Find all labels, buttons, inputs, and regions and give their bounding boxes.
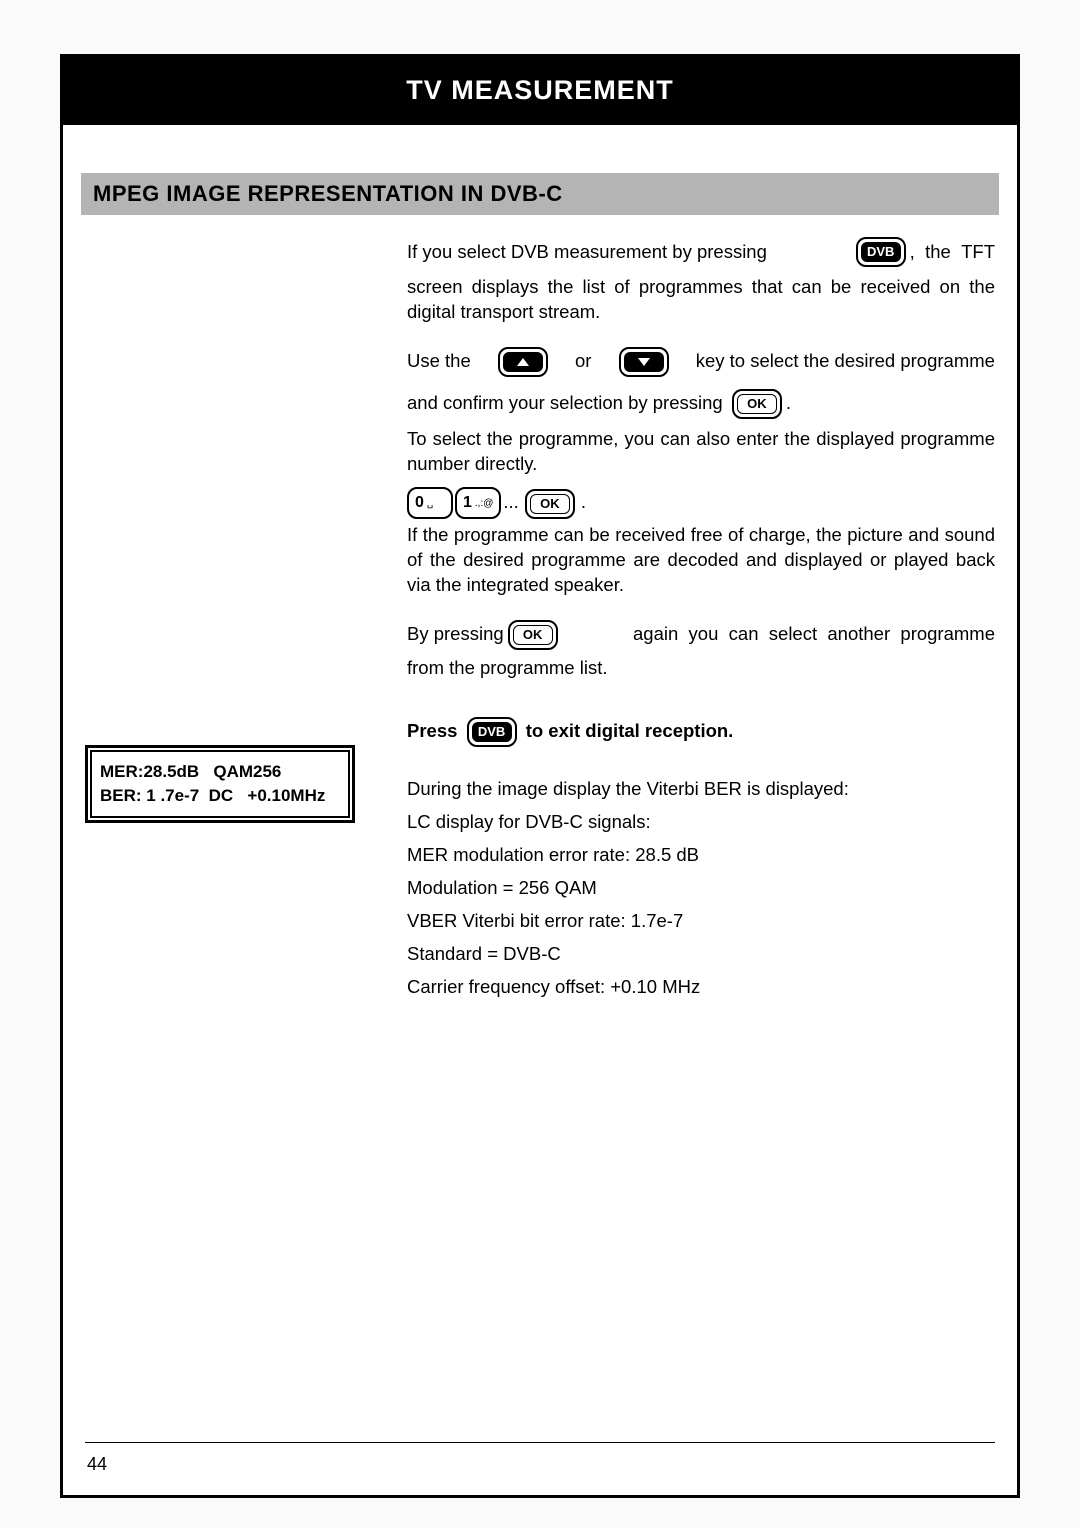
left-column: MER:28.5dB QAM256 BER: 1 .7e-7 DC +0.10M… bbox=[85, 237, 385, 1008]
lc-qam: QAM256 bbox=[213, 762, 281, 781]
key-1-label: 1 bbox=[463, 492, 472, 514]
page-title-bar: TV MEASUREMENT bbox=[63, 57, 1017, 125]
p2b: or bbox=[575, 349, 591, 374]
p7-line-2: from the programme list. bbox=[407, 656, 995, 681]
p8a: Press bbox=[407, 720, 457, 741]
lc-dc: DC bbox=[209, 786, 234, 805]
p3b: . bbox=[786, 392, 791, 413]
p13: VBER Viterbi bit error rate: 1.7e-7 bbox=[407, 909, 995, 934]
section-title-bar: MPEG IMAGE REPRESENTATION IN DVB-C bbox=[81, 173, 999, 215]
lc-ber: BER: 1 .7e-7 bbox=[100, 786, 199, 805]
down-arrow-icon bbox=[624, 352, 664, 372]
key-0-sub: ␣ bbox=[427, 497, 433, 511]
p2c: key to select the desired programme bbox=[696, 349, 995, 374]
p8b: to exit digital reception. bbox=[526, 720, 734, 741]
p2a: Use the bbox=[407, 349, 471, 374]
para-7-line-1: By pressing OK again you can select anot… bbox=[407, 620, 995, 650]
dvb-button: DVB bbox=[856, 237, 906, 267]
p11: MER modulation error rate: 28.5 dB bbox=[407, 843, 995, 868]
down-arrow-button bbox=[619, 347, 669, 377]
right-column: If you select DVB measurement by pressin… bbox=[407, 237, 995, 1008]
p1-comma: , the TFT bbox=[910, 240, 995, 265]
content-row: MER:28.5dB QAM256 BER: 1 .7e-7 DC +0.10M… bbox=[63, 237, 1017, 1008]
lc-mer: MER:28.5dB bbox=[100, 762, 199, 781]
ok-button-3: OK bbox=[508, 620, 558, 650]
key-1: 1 .,:@ bbox=[455, 487, 501, 519]
ok-button-2-label: OK bbox=[530, 494, 570, 514]
lc-display-inner: MER:28.5dB QAM256 BER: 1 .7e-7 DC +0.10M… bbox=[90, 750, 350, 818]
page-frame: TV MEASUREMENT MPEG IMAGE REPRESENTATION… bbox=[60, 54, 1020, 1498]
up-arrow-button bbox=[498, 347, 548, 377]
p9: During the image display the Viterbi BER… bbox=[407, 777, 995, 802]
ellipsis: ... bbox=[503, 490, 518, 515]
key-1-sub: .,:@ bbox=[475, 497, 494, 511]
lc-offset: +0.10MHz bbox=[247, 786, 325, 805]
p3a: and confirm your selection by pressing bbox=[407, 392, 723, 413]
page-number: 44 bbox=[87, 1454, 107, 1475]
key-0-label: 0 bbox=[415, 492, 424, 514]
up-arrow-icon bbox=[503, 352, 543, 372]
para-1-line-1: If you select DVB measurement by pressin… bbox=[407, 237, 995, 267]
p5dot: . bbox=[581, 490, 586, 515]
dvb-button-label: DVB bbox=[861, 242, 901, 262]
p7-tail: again you can select another programme bbox=[633, 622, 995, 647]
p1a: If you select DVB measurement by pressin… bbox=[407, 240, 767, 265]
dvb-button-2: DVB bbox=[467, 717, 517, 747]
p12: Modulation = 256 QAM bbox=[407, 876, 995, 901]
lc-display-box: MER:28.5dB QAM256 BER: 1 .7e-7 DC +0.10M… bbox=[85, 745, 355, 823]
lc-line-1: MER:28.5dB QAM256 bbox=[100, 760, 340, 784]
p4: To select the programme, you can also en… bbox=[407, 427, 995, 477]
para-8: Press DVB to exit digital reception. bbox=[407, 717, 995, 747]
para-3: and confirm your selection by pressing O… bbox=[407, 389, 995, 419]
dvb-button-2-label: DVB bbox=[472, 722, 512, 742]
para-2: Use the or key to select the desired pro… bbox=[407, 347, 995, 377]
p7a: By pressing bbox=[407, 622, 504, 647]
p1b: screen displays the list of programmes t… bbox=[407, 275, 995, 325]
p14: Standard = DVB-C bbox=[407, 942, 995, 967]
ok-button-3-label: OK bbox=[513, 625, 553, 645]
key-0: 0 ␣ bbox=[407, 487, 453, 519]
section-title: MPEG IMAGE REPRESENTATION IN DVB-C bbox=[93, 181, 563, 206]
numeric-key-row: 0 ␣ 1 .,:@ ... OK . bbox=[407, 487, 995, 519]
p15: Carrier frequency offset: +0.10 MHz bbox=[407, 975, 995, 1000]
lc-line-2: BER: 1 .7e-7 DC +0.10MHz bbox=[100, 784, 340, 808]
ok-button-2: OK bbox=[525, 489, 575, 519]
ok-button-1-label: OK bbox=[737, 394, 777, 414]
ok-button-1: OK bbox=[732, 389, 782, 419]
page-title: TV MEASUREMENT bbox=[406, 75, 674, 105]
footer-rule bbox=[85, 1442, 995, 1443]
p10: LC display for DVB-C signals: bbox=[407, 810, 995, 835]
p6: If the programme can be received free of… bbox=[407, 523, 995, 598]
